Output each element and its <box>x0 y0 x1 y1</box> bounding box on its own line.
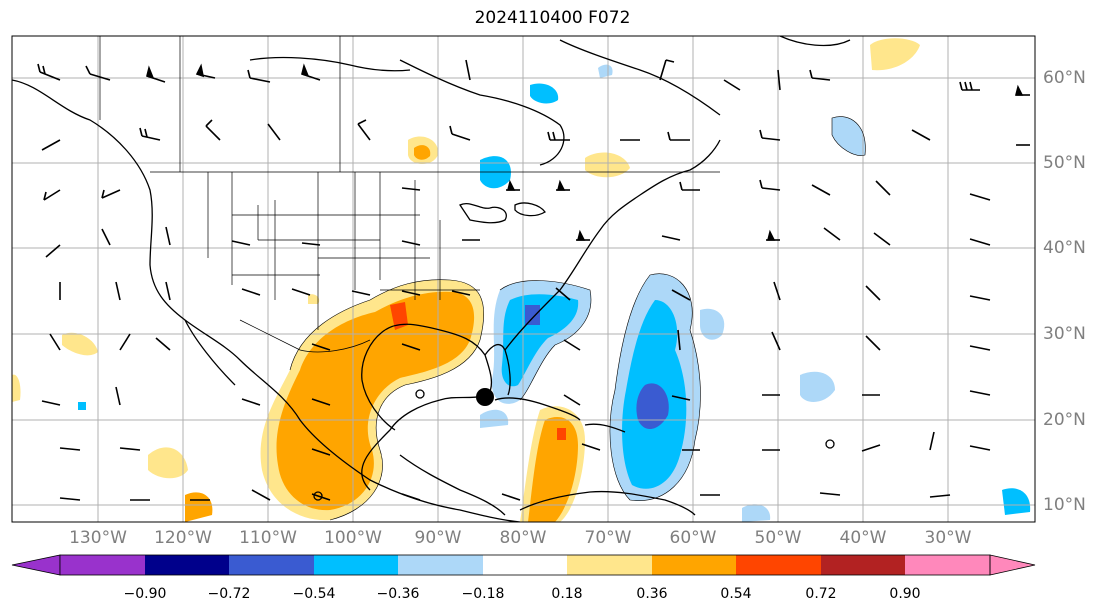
colorbar-bin <box>145 555 229 575</box>
colorbar-bin <box>229 555 314 575</box>
colorbar-bin <box>398 555 483 575</box>
colorbar-bin <box>821 555 905 575</box>
colorbar-bin <box>736 555 821 575</box>
lon-label: 110°W <box>239 528 297 548</box>
colorbar-tick-label: 0.18 <box>551 586 583 602</box>
colorbar-tick-label: −0.36 <box>376 586 420 602</box>
colorbar-bin <box>314 555 398 575</box>
lat-label: 60°N <box>1043 68 1086 88</box>
colorbar-bin <box>60 555 145 575</box>
colorbar-bin <box>652 555 736 575</box>
colorbar-bin <box>483 555 567 575</box>
colorbar-tick-label: 0.72 <box>805 586 837 602</box>
lon-label: 80°W <box>499 528 547 548</box>
lon-label: 70°W <box>584 528 632 548</box>
lon-label: 60°W <box>669 528 717 548</box>
state-borders <box>99 36 720 353</box>
lon-label: 30°W <box>924 528 972 548</box>
wind-barbs <box>37 59 1030 501</box>
colorbar-bin <box>905 555 990 575</box>
colorbar-tick-label: −0.90 <box>123 586 167 602</box>
colorbar-tick-label: −0.54 <box>292 586 336 602</box>
lon-label: 100°W <box>324 528 382 548</box>
lon-label: 130°W <box>69 528 127 548</box>
colorbar-low-extend <box>11 554 61 576</box>
lon-label: 120°W <box>154 528 212 548</box>
positive-anomaly-shading <box>12 38 920 522</box>
map-title: 2024110400 F072 <box>474 8 631 28</box>
colorbar-tick-label: 0.54 <box>720 586 752 602</box>
lat-label: 40°N <box>1043 238 1086 258</box>
lon-label: 50°W <box>754 528 802 548</box>
colorbar-tick-label: −0.18 <box>461 586 505 602</box>
map-frame <box>11 35 1036 523</box>
colorbar-tick-label: 0.36 <box>636 586 668 602</box>
lat-label: 10°N <box>1043 495 1086 515</box>
colorbar <box>11 554 1036 576</box>
lat-label: 30°N <box>1043 324 1086 344</box>
colorbar-bin <box>567 555 652 575</box>
storm-center-marker <box>476 388 494 406</box>
lon-label: 40°W <box>839 528 887 548</box>
colorbar-tick-label: 0.90 <box>889 586 921 602</box>
lat-label: 50°N <box>1043 153 1086 173</box>
lon-label: 90°W <box>414 528 462 548</box>
shading-contours <box>289 116 866 521</box>
lat-lon-grid <box>12 36 1035 522</box>
lat-label: 20°N <box>1043 410 1086 430</box>
colorbar-high-extend <box>989 554 1036 576</box>
colorbar-tick-label: −0.72 <box>207 586 251 602</box>
